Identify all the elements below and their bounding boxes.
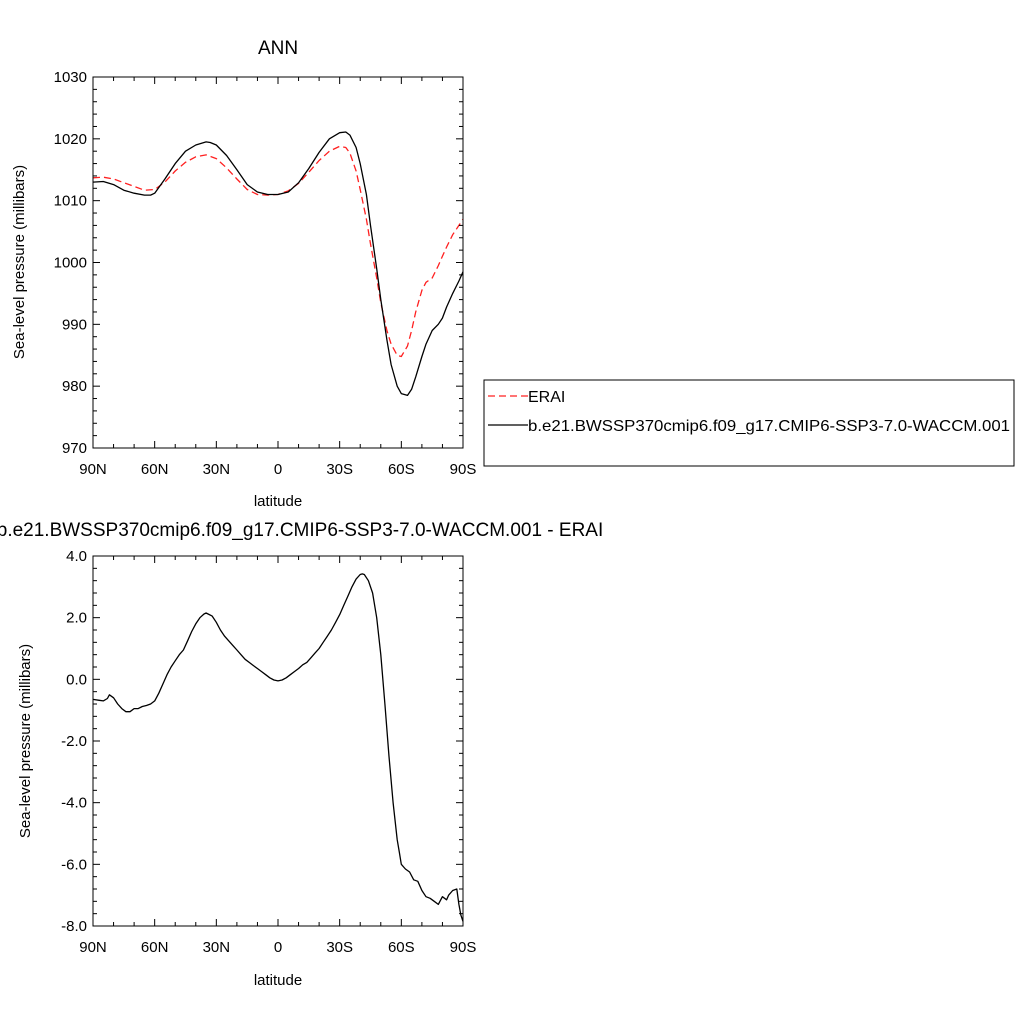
top-y-tick-label: 990: [62, 316, 87, 333]
bottom-x-tick-label: 60S: [388, 939, 415, 956]
bottom-chart-title: b.e21.BWSSP370cmip6.f09_g17.CMIP6-SSP3-7…: [0, 520, 603, 541]
bottom-y-tick-label: 0.0: [66, 671, 87, 688]
bottom-y-tick-label: -2.0: [61, 733, 87, 750]
top-series-line-0: [92, 145, 464, 358]
top-x-tick-label: 90S: [450, 461, 477, 478]
bottom-y-tick-label: -4.0: [61, 795, 87, 812]
top-x-tick-label: 30S: [326, 461, 353, 478]
top-chart-title: ANN: [258, 38, 298, 59]
legend-label-model: b.e21.BWSSP370cmip6.f09_g17.CMIP6-SSP3-7…: [528, 418, 1010, 435]
top-x-tick-label: 30N: [203, 461, 231, 478]
bottom-series-line-0: [92, 573, 464, 922]
bottom-y-axis-label: Sea-level pressure (millibars): [17, 644, 34, 838]
top-y-tick-label: 1010: [54, 193, 87, 210]
top-series-line-1: [92, 131, 464, 397]
top-y-tick-label: 1020: [54, 131, 87, 148]
top-y-tick-label: 970: [62, 440, 87, 457]
top-x-tick-label: 90N: [79, 461, 107, 478]
top-x-tick-label: 60N: [141, 461, 169, 478]
top-y-tick-label: 1000: [54, 255, 87, 272]
bottom-x-tick-label: 30N: [203, 939, 231, 956]
top-x-tick-label: 60S: [388, 461, 415, 478]
bottom-x-axis-label: latitude: [254, 972, 302, 989]
top-y-tick-label: 980: [62, 378, 87, 395]
bottom-x-tick-label: 90N: [79, 939, 107, 956]
legend: ERAI b.e21.BWSSP370cmip6.f09_g17.CMIP6-S…: [483, 379, 1015, 467]
bottom-chart: b.e21.BWSSP370cmip6.f09_g17.CMIP6-SSP3-7…: [0, 520, 603, 989]
top-chart: ANN 90N 60N 30N 0 30S 60S 90S 970 980 990 1000 1010…: [11, 38, 1015, 510]
top-y-axis-label: Sea-level pressure (millibars): [11, 165, 28, 359]
top-series-layer: [92, 131, 464, 397]
bottom-x-tick-label: 60N: [141, 939, 169, 956]
top-x-axis-label: latitude: [254, 493, 302, 510]
bottom-x-tick-label: 90S: [450, 939, 477, 956]
bottom-ticks: 90N 60N 30N 0 30S 60S 90S -8.0 -6.0 -4.0 -2.0 0.0 2.…: [61, 548, 476, 956]
top-ticks: 90N 60N 30N 0 30S 60S 90S 970 980 990 1000 1010 1020…: [54, 69, 477, 478]
bottom-x-tick-label: 0: [274, 939, 282, 956]
legend-label-erai: ERAI: [528, 389, 565, 406]
bottom-y-tick-label: -8.0: [61, 918, 87, 935]
top-plot-frame: [92, 76, 464, 449]
top-y-tick-label: 1030: [54, 69, 87, 86]
bottom-y-tick-label: 2.0: [66, 610, 87, 627]
bottom-x-tick-label: 30S: [326, 939, 353, 956]
bottom-series-layer: [92, 573, 464, 922]
bottom-y-tick-label: 4.0: [66, 548, 87, 565]
legend-box: [483, 379, 1015, 467]
bottom-y-tick-label: -6.0: [61, 856, 87, 873]
top-x-tick-label: 0: [274, 461, 282, 478]
